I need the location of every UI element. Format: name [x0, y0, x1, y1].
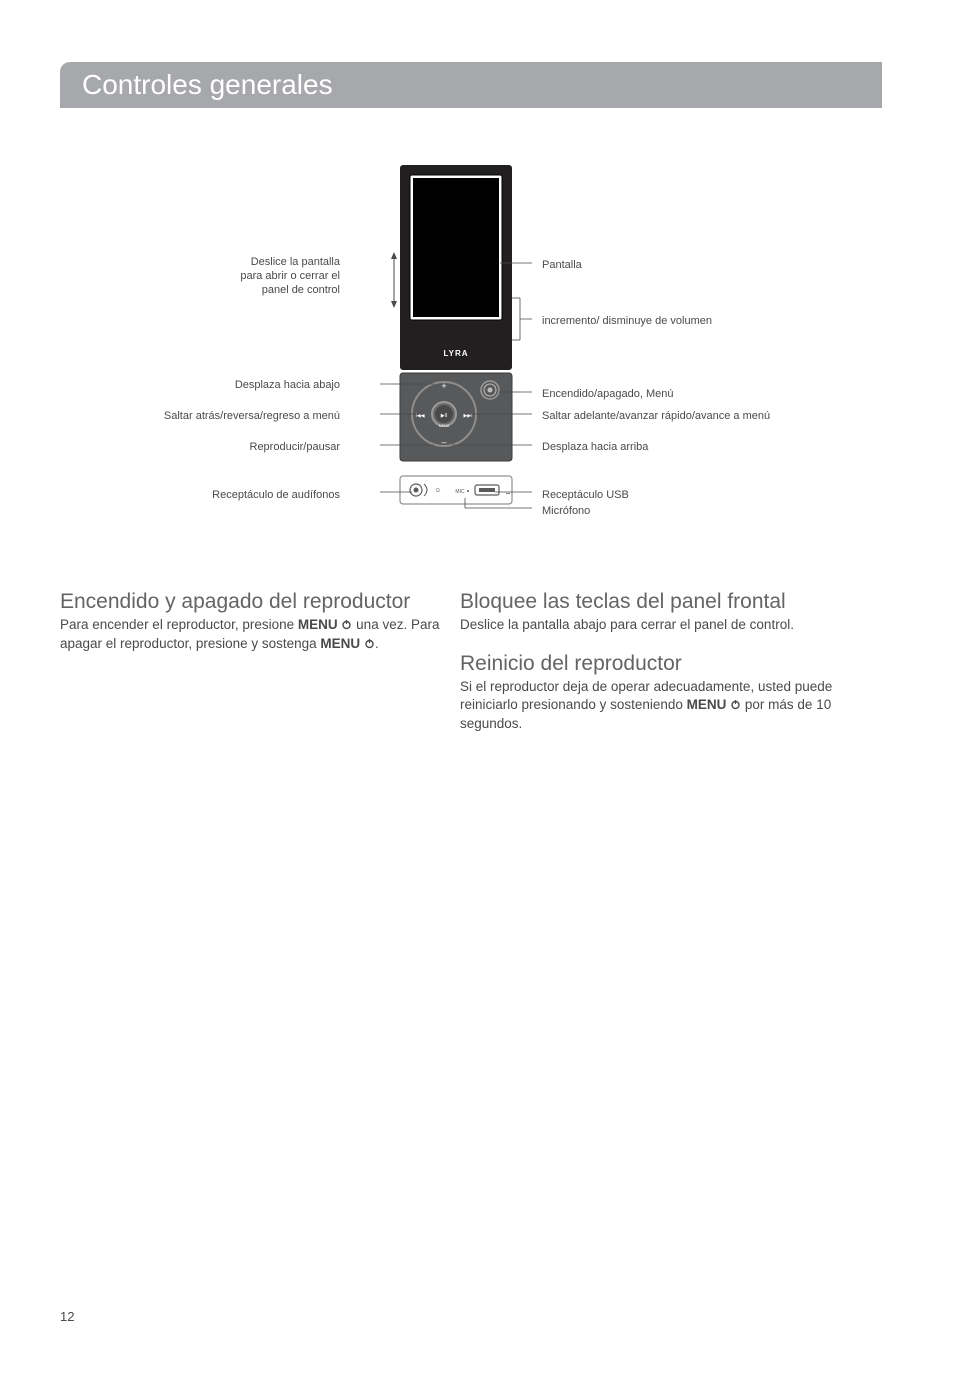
- callout-slide: Deslice la pantalla para abrir o cerrar …: [240, 255, 340, 297]
- device-illustration: LYRA ▶II + – I◀◀ ▶▶I MENU: [380, 160, 532, 525]
- left-callouts: Deslice la pantalla para abrir o cerrar …: [60, 160, 340, 520]
- heading-reset: Reinicio del reproductor: [460, 652, 855, 676]
- heading-lock-keys: Bloquee las teclas del panel frontal: [460, 590, 855, 614]
- page-number: 12: [60, 1309, 74, 1324]
- banner-title: Controles generales: [82, 69, 333, 101]
- text-lock-keys: Deslice la pantalla abajo para cerrar el…: [460, 616, 855, 634]
- text-reset: Si el reproductor deja de operar adecuad…: [460, 678, 855, 733]
- callout-mic: Micrófono: [542, 504, 590, 518]
- headphone-symbol: Ω: [436, 488, 440, 494]
- callout-skip-forward: Saltar adelante/avanzar rápido/avance a …: [542, 409, 770, 423]
- callout-power-menu: Encendido/apagado, Menú: [542, 387, 674, 401]
- callout-skip-back: Saltar atrás/reversa/regreso a menú: [164, 409, 340, 423]
- text-power-on-off: Para encender el reproductor, presione M…: [60, 616, 455, 654]
- device-menu-label: MENU: [439, 424, 450, 428]
- svg-text:–: –: [441, 437, 446, 447]
- power-icon: [730, 697, 741, 715]
- power-icon: [364, 636, 375, 654]
- callout-scroll-up: Desplaza hacia arriba: [542, 440, 648, 454]
- callout-play-pause: Reproducir/pausar: [250, 440, 341, 454]
- power-icon: [341, 617, 352, 635]
- column-left: Encendido y apagado del reproductor Para…: [60, 590, 455, 654]
- callout-screen: Pantalla: [542, 258, 582, 272]
- heading-power-on-off: Encendido y apagado del reproductor: [60, 590, 455, 614]
- section-banner: Controles generales: [60, 62, 882, 108]
- svg-text:+: +: [441, 381, 446, 391]
- svg-text:▶II: ▶II: [441, 413, 448, 419]
- callout-headphone-jack: Receptáculo de audífonos: [212, 488, 340, 502]
- lyra-logo-text: LYRA: [443, 349, 468, 358]
- callout-volume: incremento/ disminuye de volumen: [542, 314, 712, 328]
- right-callouts: Pantalla incremento/ disminuye de volume…: [542, 160, 882, 520]
- device-diagram: Deslice la pantalla para abrir o cerrar …: [60, 160, 882, 540]
- mic-label: MIC: [455, 489, 465, 495]
- callout-usb: Receptáculo USB: [542, 488, 629, 502]
- callout-scroll-down: Desplaza hacia abajo: [235, 378, 340, 392]
- column-right: Bloquee las teclas del panel frontal Des…: [460, 590, 855, 733]
